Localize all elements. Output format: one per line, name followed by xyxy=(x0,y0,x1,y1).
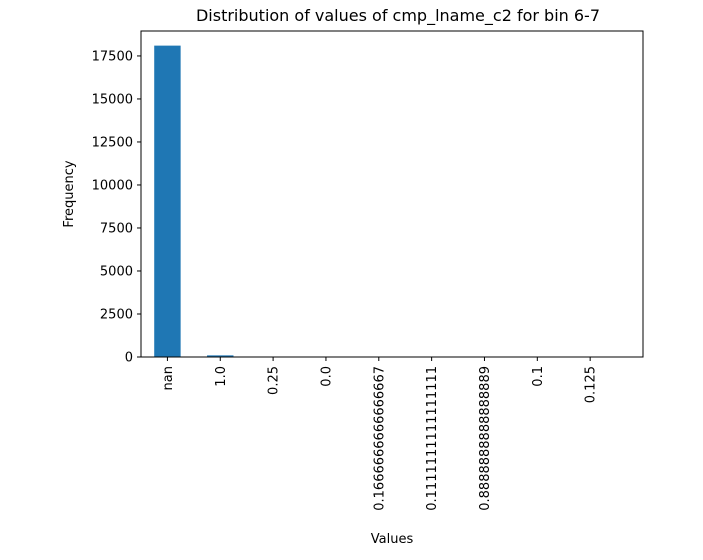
x-tick-label-5: 0.1111111111111111 xyxy=(425,366,440,511)
y-tick-label-7: 17500 xyxy=(92,49,133,64)
x-tick-label-0: nan xyxy=(161,366,176,390)
x-tick-label-4: 0.1666666666666667 xyxy=(372,366,387,511)
y-tick-label-0: 0 xyxy=(125,351,133,366)
y-tick-label-5: 12500 xyxy=(92,135,133,150)
x-axis: nan 1.0 0.25 0.0 0.1666666666666667 0.1111111… xyxy=(161,357,599,511)
y-axis: 0 2500 5000 7500 10000 12500 15000 17500 xyxy=(92,49,141,366)
plot-area-frame xyxy=(140,30,644,358)
y-tick-label-3: 7500 xyxy=(100,221,133,236)
bar-0 xyxy=(154,45,181,358)
x-tick-label-3: 0.0 xyxy=(319,366,334,387)
x-tick-label-7: 0.1 xyxy=(531,366,546,387)
bar-1 xyxy=(207,355,234,357)
x-tick-label-2: 0.25 xyxy=(267,366,282,395)
x-tick-label-8: 0.125 xyxy=(584,366,599,403)
y-tick-label-2: 5000 xyxy=(100,264,133,279)
y-tick-label-4: 10000 xyxy=(92,178,133,193)
x-axis-label: Values xyxy=(371,532,414,547)
x-tick-label-1: 1.0 xyxy=(214,366,229,387)
y-tick-label-6: 15000 xyxy=(92,92,133,107)
chart-title: Distribution of values of cmp_lname_c2 f… xyxy=(196,6,600,26)
bars-group xyxy=(154,45,604,358)
y-axis-label: Frequency xyxy=(62,160,77,227)
x-tick-label-6: 0.8888888888888889 xyxy=(478,366,493,511)
y-tick-label-1: 2500 xyxy=(100,307,133,322)
